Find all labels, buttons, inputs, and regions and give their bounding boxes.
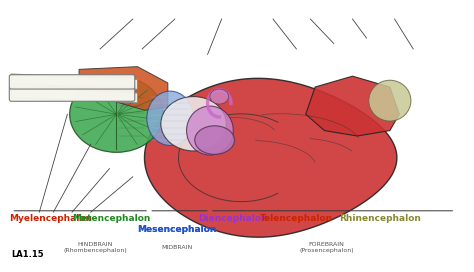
Polygon shape (145, 78, 397, 237)
FancyBboxPatch shape (9, 75, 135, 89)
Text: Mesencephalon: Mesencephalon (137, 225, 217, 234)
Ellipse shape (210, 89, 228, 104)
Text: Myelencephalon: Myelencephalon (9, 214, 92, 224)
Text: LA1.15: LA1.15 (11, 250, 44, 259)
Ellipse shape (147, 91, 193, 146)
Text: FOREBRAIN
(Prosencephalon): FOREBRAIN (Prosencephalon) (300, 242, 354, 253)
Polygon shape (11, 88, 137, 103)
Text: MIDBRAIN: MIDBRAIN (162, 245, 193, 250)
Text: Diencephalon: Diencephalon (199, 214, 268, 224)
Text: Rhinencephalon: Rhinencephalon (339, 214, 421, 224)
Text: Metencephalon: Metencephalon (73, 214, 151, 224)
Ellipse shape (70, 76, 163, 152)
Ellipse shape (161, 97, 226, 151)
Ellipse shape (187, 106, 233, 155)
Text: Mesencephalon: Mesencephalon (137, 225, 217, 234)
Text: HINDBRAIN
(Rhombencephalon): HINDBRAIN (Rhombencephalon) (64, 242, 128, 253)
Polygon shape (11, 74, 137, 89)
Ellipse shape (369, 80, 411, 121)
FancyBboxPatch shape (9, 87, 135, 101)
Polygon shape (79, 67, 168, 110)
Ellipse shape (195, 126, 235, 154)
Text: Telencephalon: Telencephalon (260, 214, 333, 224)
Polygon shape (306, 76, 399, 136)
